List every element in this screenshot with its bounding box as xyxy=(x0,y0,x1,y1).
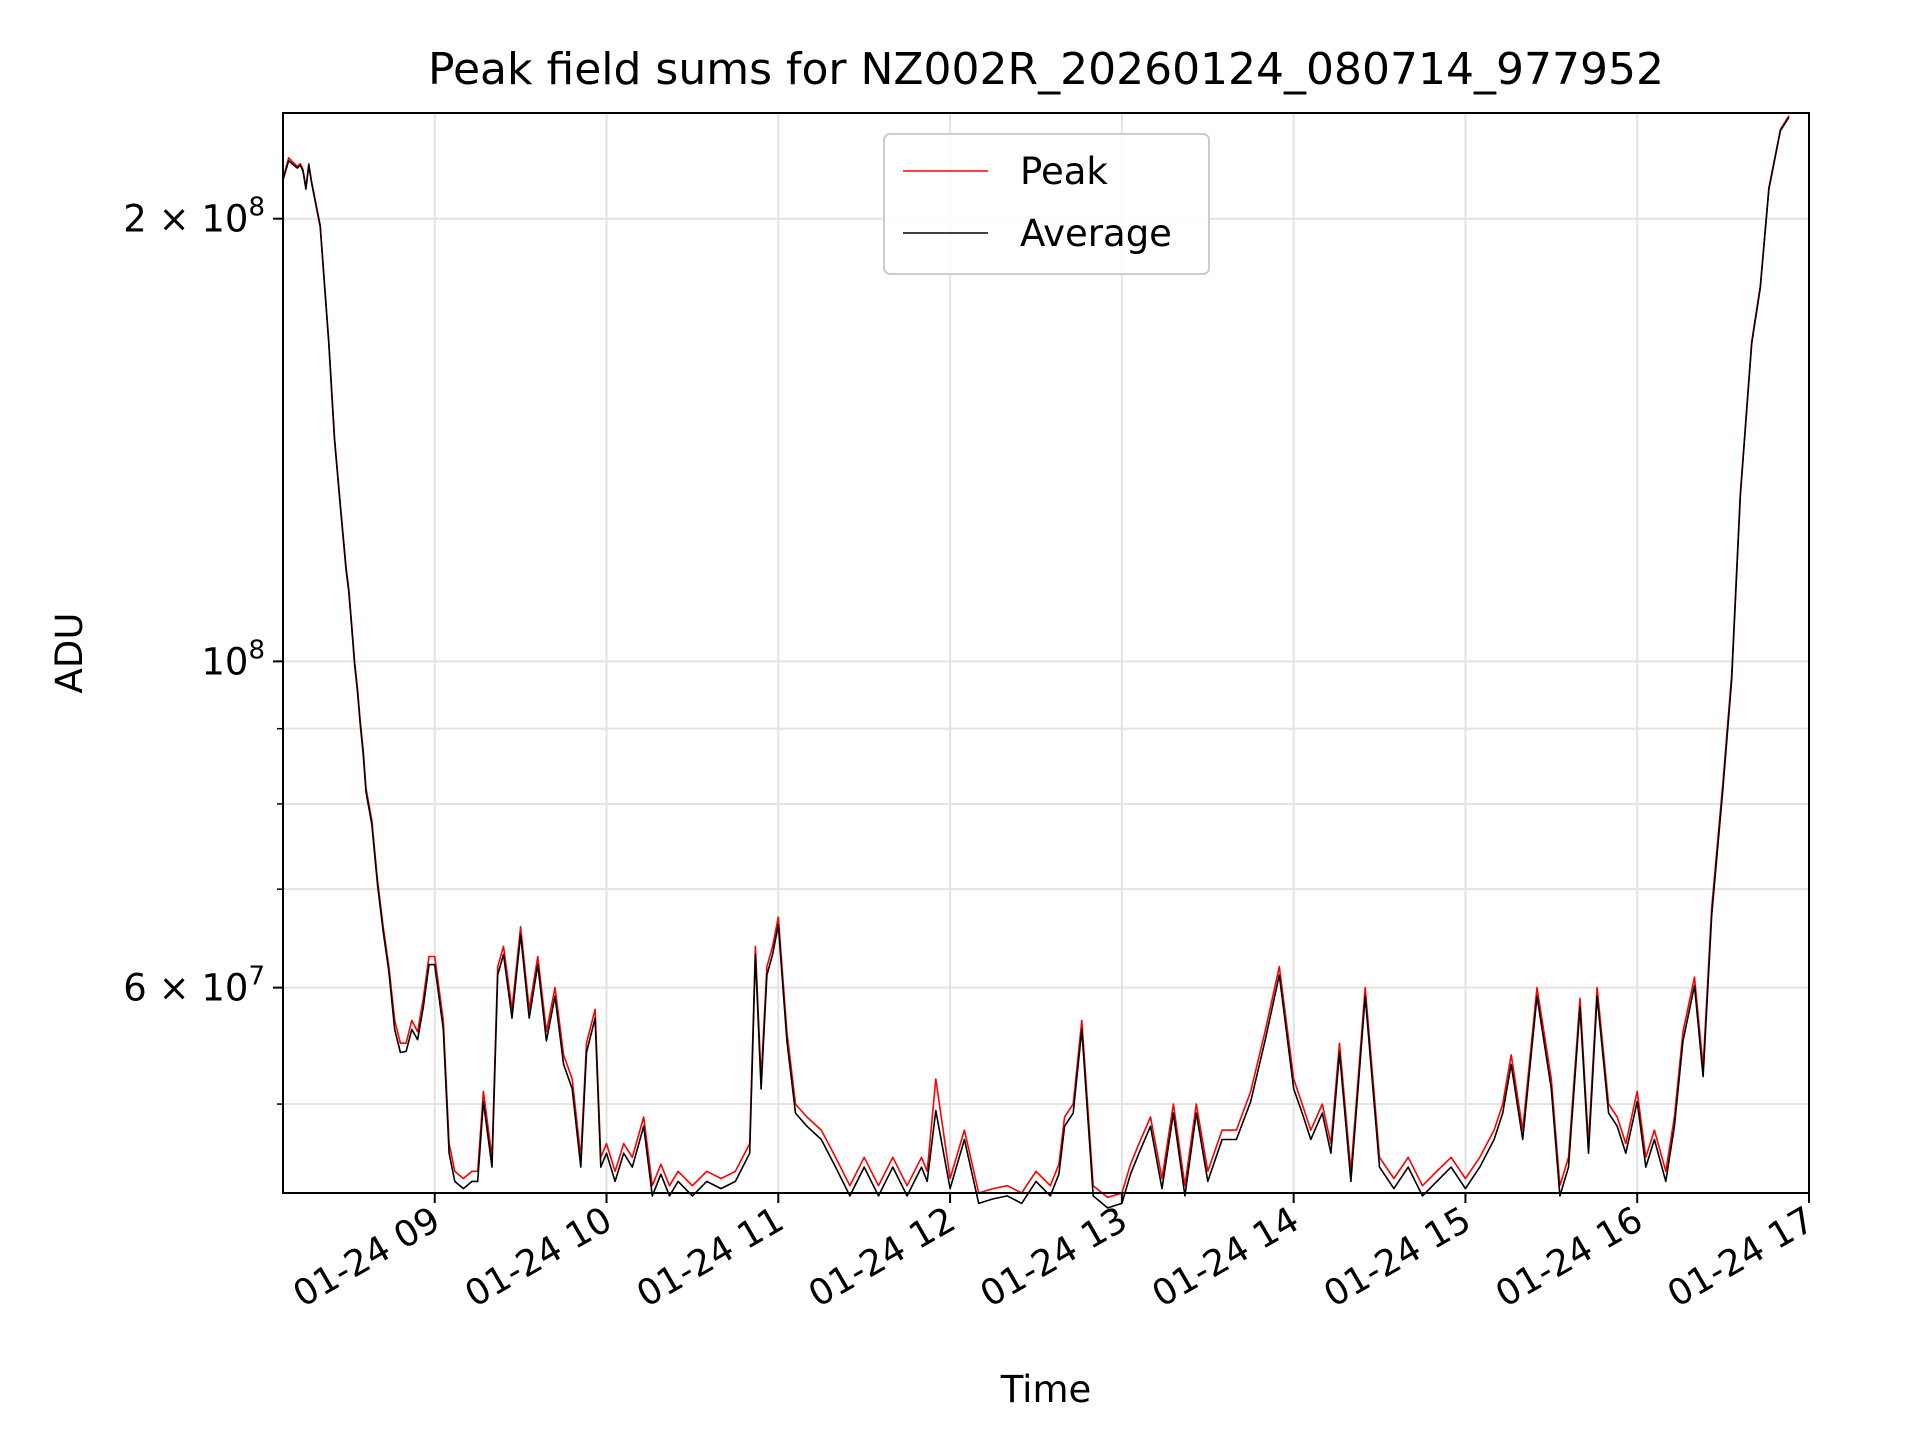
chart-title: Peak field sums for NZ002R_20260124_0807… xyxy=(428,44,1664,95)
y-axis-label: ADU xyxy=(48,613,91,694)
x-axis-label: Time xyxy=(1000,1368,1092,1411)
y-tick-label: 6 × 107 xyxy=(123,962,265,1010)
legend-label-peak: Peak xyxy=(1020,150,1108,193)
plot-frame xyxy=(282,112,1810,1194)
series-line-average xyxy=(282,116,1790,1209)
y-tick-label: 108 xyxy=(201,635,265,683)
y-tick-label: 2 × 108 xyxy=(123,193,265,241)
legend-box xyxy=(883,133,1210,275)
legend-label-average: Average xyxy=(1020,212,1172,255)
legend: Peak Average xyxy=(883,133,1210,275)
series-layer xyxy=(282,115,1790,1209)
series-line-peak xyxy=(282,115,1790,1199)
